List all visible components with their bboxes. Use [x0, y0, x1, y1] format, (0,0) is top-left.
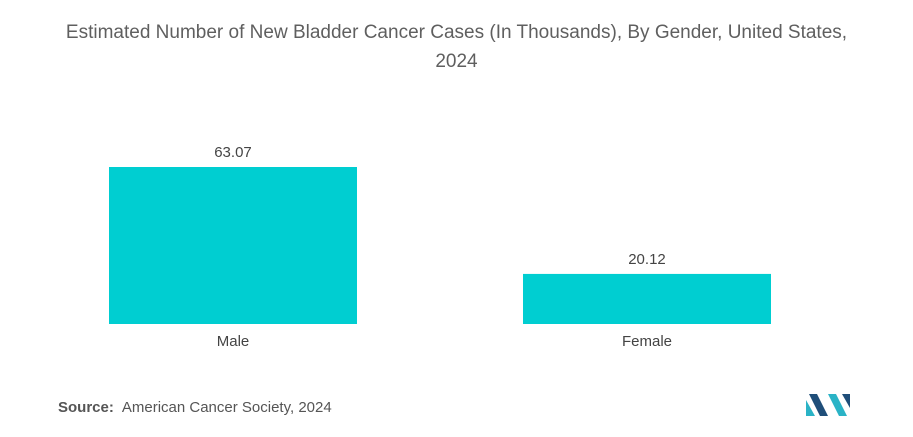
chart-title-line-1: Estimated Number of New Bladder Cancer C…: [65, 22, 848, 43]
category-label-male: Male: [217, 333, 250, 350]
bar-female: [523, 273, 771, 324]
category-label-female: Female: [622, 333, 672, 350]
chart-title: Estimated Number of New Bladder Cancer C…: [0, 18, 913, 76]
source-text: American Cancer Society, 2024: [121, 399, 332, 416]
source-note: Source: American Cancer Society, 2024: [58, 399, 332, 416]
chart-title-line-2: 2024: [435, 51, 478, 72]
source-label: Source:: [58, 399, 114, 416]
bar-value-label-female: 20.12: [628, 251, 666, 268]
mordor-intelligence-logo-icon: [806, 394, 850, 416]
bar-male: [109, 167, 357, 324]
bar-value-label-male: 63.07: [214, 144, 252, 161]
